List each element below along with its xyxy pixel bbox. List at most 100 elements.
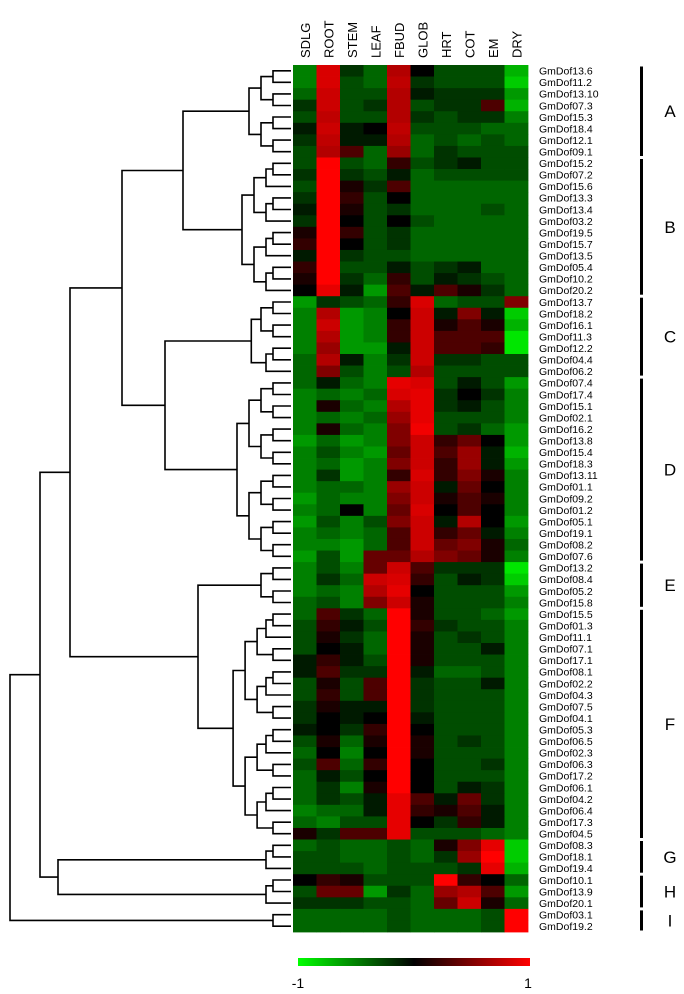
- heatmap-cell: [504, 827, 529, 840]
- heatmap-cell: [481, 111, 505, 124]
- heatmap-cell: [387, 296, 411, 309]
- heatmap-cell: [387, 411, 411, 424]
- heatmap-cell: [340, 365, 364, 378]
- heatmap-cell: [434, 885, 458, 898]
- heatmap-cell: [316, 134, 341, 147]
- dendrogram-branch: [265, 353, 291, 373]
- heatmap-cell: [316, 827, 341, 840]
- heatmap-cell: [410, 354, 435, 366]
- row-label: GmDof04.3: [539, 690, 593, 702]
- heatmap-cell: [363, 296, 388, 309]
- heatmap-cell: [316, 712, 341, 725]
- heatmap-cell: [340, 400, 364, 413]
- group-bracket: [640, 875, 643, 908]
- heatmap-cell: [504, 897, 529, 910]
- row-label: GmDof13.9: [539, 886, 593, 898]
- dendrogram-branch: [250, 318, 266, 364]
- heatmap-cell: [434, 723, 458, 736]
- heatmap-cell: [293, 342, 317, 355]
- heatmap-cell: [457, 851, 482, 864]
- heatmap-cell: [434, 249, 458, 262]
- heatmap-cell: [504, 562, 529, 575]
- heatmap-cell: [316, 388, 341, 401]
- heatmap-cell: [293, 99, 317, 112]
- heatmap-cell: [434, 897, 458, 910]
- heatmap-cell: [410, 134, 435, 147]
- scale-min-label: -1: [292, 975, 305, 991]
- heatmap-cell: [434, 747, 458, 759]
- heatmap-cell: [363, 585, 388, 598]
- heatmap-cell: [363, 215, 388, 228]
- heatmap-cell: [457, 215, 482, 228]
- heatmap-cell: [363, 88, 388, 101]
- column-label: EM: [486, 39, 501, 59]
- dendrogram-branch: [272, 705, 291, 719]
- column-label: SDLG: [298, 23, 313, 58]
- heatmap-cell: [457, 192, 482, 205]
- heatmap-cell: [457, 330, 482, 343]
- row-label: GmDof15.7: [539, 239, 593, 251]
- dendrogram-branch: [272, 301, 291, 315]
- heatmap-cell: [340, 330, 364, 343]
- heatmap-cell: [340, 458, 364, 470]
- heatmap-cell: [457, 550, 482, 563]
- heatmap-cell: [293, 723, 317, 736]
- heatmap-cell: [504, 481, 529, 494]
- heatmap-cell: [340, 619, 364, 632]
- heatmap-cell: [293, 596, 317, 609]
- heatmap-cell: [340, 735, 364, 748]
- heatmap-cell: [387, 585, 411, 598]
- heatmap-cell: [316, 157, 341, 170]
- heatmap-cell: [410, 330, 435, 343]
- heatmap-cell: [293, 145, 317, 158]
- heatmap-cell: [410, 654, 435, 667]
- heatmap-cell: [363, 134, 388, 147]
- heatmap-cell: [434, 874, 458, 887]
- heatmap-cell: [457, 538, 482, 551]
- row-label: GmDof05.4: [539, 262, 593, 274]
- dendrogram-branch: [272, 266, 291, 280]
- heatmap-cell: [481, 851, 505, 864]
- group-label: F: [665, 715, 675, 734]
- heatmap-cell: [293, 411, 317, 424]
- heatmap-cell: [504, 122, 529, 135]
- heatmap-cell: [363, 804, 388, 817]
- heatmap-cell: [434, 423, 458, 436]
- heatmap-cell: [434, 527, 458, 540]
- heatmap-cell: [363, 504, 388, 517]
- heatmap-cell: [293, 538, 317, 551]
- heatmap-cell: [387, 446, 411, 459]
- heatmap-cell: [504, 215, 529, 228]
- group-label: E: [664, 576, 675, 595]
- heatmap-cell: [293, 134, 317, 147]
- heatmap-cell: [504, 550, 529, 563]
- heatmap-cell: [481, 758, 505, 771]
- heatmap-cell: [434, 354, 458, 366]
- heatmap-cell: [316, 897, 341, 910]
- dendrogram-branch: [164, 340, 252, 471]
- heatmap-cell: [410, 203, 435, 216]
- dendrogram-branch: [248, 399, 261, 448]
- heatmap-cell: [457, 377, 482, 390]
- heatmap-cell: [387, 804, 411, 817]
- dendrogram-branch: [272, 231, 291, 245]
- heatmap-cell: [410, 319, 435, 332]
- heatmap-cell: [293, 585, 317, 598]
- dendrogram-branch: [260, 387, 273, 413]
- row-label: GmDof15.5: [539, 609, 593, 621]
- heatmap-cell: [434, 839, 458, 852]
- heatmap-cell: [457, 666, 482, 679]
- heatmap-cell: [363, 99, 388, 112]
- row-label: GmDof18.1: [539, 852, 593, 864]
- heatmap-cell: [481, 226, 505, 239]
- row-label: GmDof02.3: [539, 748, 593, 760]
- heatmap-cell: [434, 504, 458, 517]
- heatmap-cell: [387, 527, 411, 540]
- dendrogram-branch: [272, 648, 291, 662]
- row-label: GmDof20.2: [539, 285, 593, 297]
- heatmap-cell: [481, 908, 505, 921]
- heatmap-cell: [457, 342, 482, 355]
- heatmap-cell: [434, 169, 458, 181]
- heatmap-cell: [293, 573, 317, 586]
- dendrogram-branch: [272, 451, 291, 465]
